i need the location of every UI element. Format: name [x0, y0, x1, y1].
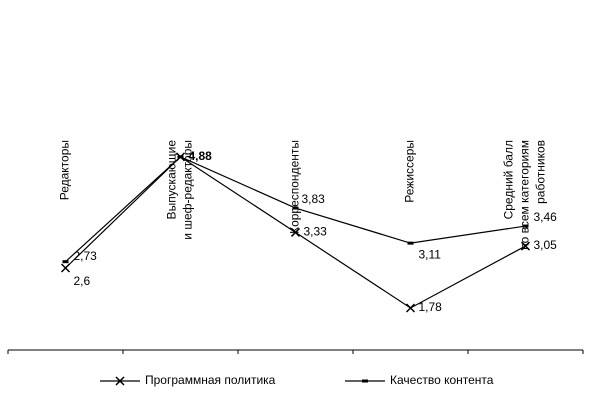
data-label: 3,83 [302, 192, 326, 206]
marker [520, 241, 531, 251]
data-label: 2,73 [74, 249, 98, 263]
legend-label: Программная политика [145, 373, 276, 387]
marker [62, 260, 69, 264]
legend-label: Качество контента [390, 373, 494, 387]
marker [522, 224, 529, 228]
data-label: 1,78 [419, 300, 443, 314]
marker [60, 263, 71, 273]
series: 2,6 3,33 1,78 3,05 [60, 152, 558, 314]
marker [405, 303, 416, 313]
legend-marker [362, 379, 368, 383]
x-tick-label: Редакторы [58, 140, 72, 200]
marker [290, 227, 301, 237]
data-label: 4,88 [189, 149, 213, 163]
x-tick-label: Выпускающие и шеф-редакторы [165, 140, 195, 240]
data-label: 3,11 [419, 247, 442, 261]
x-tick-label: Средний балл по всем категориям работников [502, 140, 548, 250]
marker [177, 155, 184, 159]
x-tick-label: Корреспонденты [288, 140, 302, 234]
series: 2,73 4,88 3,83 3,11 3,46 [62, 149, 558, 264]
marker [407, 241, 414, 245]
x-tick-label: Режиссеры [403, 140, 417, 203]
data-label: 3,33 [304, 225, 328, 239]
data-label: 3,05 [534, 238, 558, 252]
marker [292, 206, 299, 210]
legend-marker [115, 376, 125, 386]
data-label: 2,6 [74, 274, 91, 288]
data-label: 3,46 [534, 210, 558, 224]
